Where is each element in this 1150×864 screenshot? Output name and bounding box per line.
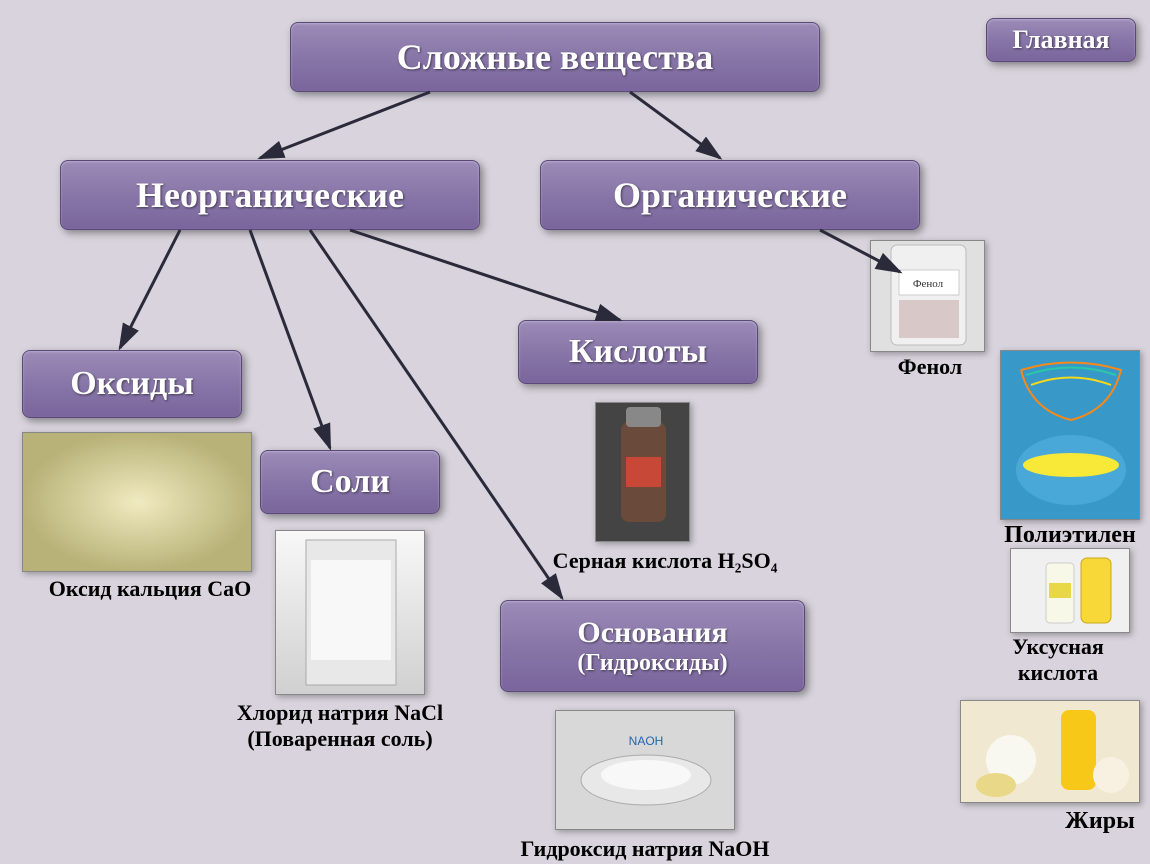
acetic-acid-label-2: кислота [983, 660, 1133, 686]
sulfuric-acid-image [595, 402, 690, 542]
fats-label: Жиры [1050, 808, 1150, 835]
acetic-acid-image [1010, 548, 1130, 633]
home-label: Главная [1012, 25, 1109, 55]
sulfuric-acid-label: Серная кислота H₂SO₄ [510, 548, 820, 574]
phenol-label: Фенол [870, 354, 990, 380]
salts-label: Соли [310, 463, 390, 501]
root-title: Сложные вещества [397, 36, 714, 78]
sodium-hydroxide-label: Гидроксид натрия NaOH [470, 836, 820, 862]
acetic-acid-label-1: Уксусная [983, 634, 1133, 660]
bases-box: Основания (Гидроксиды) [500, 600, 805, 692]
salts-box: Соли [260, 450, 440, 514]
bases-line1: Основания [577, 616, 727, 650]
svg-text:Фенол: Фенол [913, 278, 944, 290]
polyethylene-label: Полиэтилен [990, 522, 1150, 549]
sodium-hydroxide-image: NAOH [555, 710, 735, 830]
acids-label: Кислоты [569, 333, 707, 371]
phenol-image: Фенол [870, 240, 985, 352]
inorganic-label: Неорганические [136, 174, 404, 216]
calcium-oxide-label: Оксид кальция CaO [20, 576, 280, 602]
sodium-chloride-image [275, 530, 425, 695]
bases-line2: (Гидроксиды) [577, 650, 727, 677]
acids-box: Кислоты [518, 320, 758, 384]
fats-image [960, 700, 1140, 803]
sodium-chloride-label-2: (Поваренная соль) [195, 726, 485, 752]
oxides-label: Оксиды [70, 365, 194, 403]
home-button[interactable]: Главная [986, 18, 1136, 62]
sodium-chloride-label-1: Хлорид натрия NaCl [195, 700, 485, 726]
oxides-box: Оксиды [22, 350, 242, 418]
organic-label: Органические [613, 174, 847, 216]
organic-box: Органические [540, 160, 920, 230]
inorganic-box: Неорганические [60, 160, 480, 230]
svg-text:NAOH: NAOH [629, 734, 664, 748]
root-box: Сложные вещества [290, 22, 820, 92]
calcium-oxide-image [22, 432, 252, 572]
polyethylene-image [1000, 350, 1140, 520]
